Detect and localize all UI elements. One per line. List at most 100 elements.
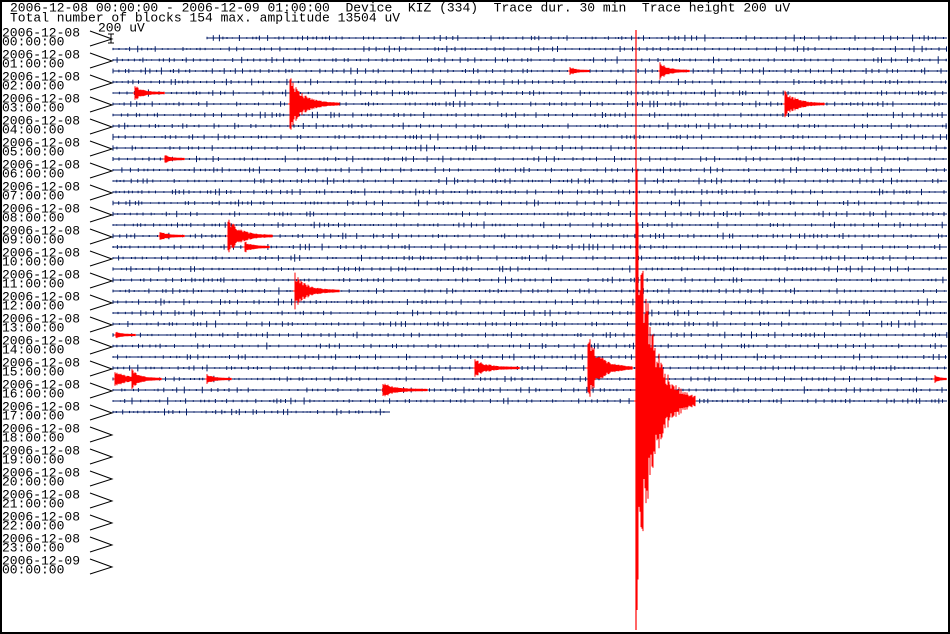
trace	[112, 320, 947, 328]
trace	[206, 34, 947, 42]
time-label-date: 2006-12-08	[2, 157, 80, 172]
event-peak	[635, 30, 638, 630]
event	[586, 339, 633, 397]
header-line: 2006-12-08 00:00:00 - 2006-12-09 01:00:0…	[10, 0, 790, 15]
scale-label: 200 uV	[98, 20, 145, 35]
time-pointer	[89, 338, 114, 355]
event	[130, 369, 162, 389]
trace	[112, 45, 947, 53]
time-label-time: 12:00:00	[2, 298, 64, 313]
time-label-time: 23:00:00	[2, 540, 64, 555]
time-label-date: 2006-12-08	[2, 509, 80, 524]
time-label-time: 17:00:00	[2, 408, 64, 423]
time-label-date: 2006-12-08	[2, 465, 80, 480]
event	[473, 359, 520, 377]
time-label-time: 13:00:00	[2, 320, 64, 335]
event	[568, 67, 590, 75]
time-pointer	[89, 162, 114, 179]
event	[205, 374, 232, 384]
time-label-date: 2006-12-08	[2, 421, 80, 436]
time-label-date: 2006-12-08	[2, 47, 80, 62]
time-pointer	[89, 206, 114, 223]
time-pointer	[89, 294, 114, 311]
time-label-time: 02:00:00	[2, 78, 64, 93]
event	[163, 155, 185, 163]
time-label-time: 00:00:00	[2, 34, 64, 49]
time-label-date: 2006-12-08	[2, 69, 80, 84]
time-label-date: 2006-12-08	[2, 377, 80, 392]
trace	[112, 408, 390, 416]
time-label-date: 2006-12-08	[2, 531, 80, 546]
time-pointer	[89, 404, 114, 421]
time-label-time: 01:00:00	[2, 56, 64, 71]
time-label-time: 06:00:00	[2, 166, 64, 181]
time-label-time: 10:00:00	[2, 254, 64, 269]
time-label-time: 04:00:00	[2, 122, 64, 137]
time-label-time: 14:00:00	[2, 342, 64, 357]
time-label-date: 2006-12-08	[2, 135, 80, 150]
event	[381, 383, 428, 397]
time-label-time: 18:00:00	[2, 430, 64, 445]
trace	[112, 331, 948, 339]
time-label-date: 2006-12-08	[2, 333, 80, 348]
time-label-time: 00:00:00	[2, 562, 64, 577]
trace	[112, 309, 947, 317]
event	[226, 219, 273, 253]
time-pointer	[89, 382, 114, 399]
time-label-date: 2006-12-08	[2, 443, 80, 458]
trace	[112, 144, 947, 152]
time-pointer	[89, 360, 114, 377]
time-pointer	[89, 228, 114, 245]
trace	[112, 199, 947, 207]
time-label-date: 2006-12-08	[2, 25, 80, 40]
time-pointer	[89, 426, 114, 443]
time-pointer	[89, 74, 114, 91]
time-label-time: 03:00:00	[2, 100, 64, 115]
time-label-date: 2006-12-08	[2, 245, 80, 260]
trace	[112, 342, 947, 350]
trace	[112, 56, 947, 64]
time-label-time: 19:00:00	[2, 452, 64, 467]
time-label-date: 2006-12-08	[2, 487, 80, 502]
time-pointer	[89, 272, 114, 289]
time-label-time: 16:00:00	[2, 386, 64, 401]
time-pointer	[89, 558, 114, 575]
time-labels: 2006-12-0800:00:002006-12-0801:00:002006…	[2, 25, 114, 577]
header-line: Total number of blocks 154 max. amplitud…	[10, 10, 400, 25]
time-pointer	[89, 316, 114, 333]
time-label-time: 15:00:00	[2, 364, 64, 379]
trace	[112, 188, 947, 196]
time-pointer	[89, 96, 114, 113]
time-label-time: 11:00:00	[2, 276, 64, 291]
event	[158, 232, 185, 240]
time-label-date: 2006-12-08	[2, 201, 80, 216]
event	[133, 86, 165, 100]
time-pointer	[89, 470, 114, 487]
trace	[112, 265, 947, 273]
time-label-date: 2006-12-08	[2, 91, 80, 106]
trace	[112, 243, 947, 251]
event	[658, 62, 690, 80]
time-label-date: 2006-12-08	[2, 289, 80, 304]
trace	[112, 133, 948, 141]
event	[243, 241, 270, 253]
time-pointer	[89, 184, 114, 201]
trace	[112, 254, 947, 262]
time-label-date: 2006-12-08	[2, 267, 80, 282]
time-label-date: 2006-12-09	[2, 553, 80, 568]
event	[783, 90, 825, 118]
time-pointer	[89, 492, 114, 509]
time-pointer	[89, 536, 114, 553]
trace	[112, 353, 947, 361]
time-label-date: 2006-12-08	[2, 355, 80, 370]
event	[933, 375, 947, 383]
time-label-date: 2006-12-08	[2, 311, 80, 326]
event	[288, 78, 340, 130]
trace	[112, 287, 947, 295]
time-label-time: 21:00:00	[2, 496, 64, 511]
event	[293, 272, 340, 310]
time-label-time: 07:00:00	[2, 188, 64, 203]
event	[114, 331, 136, 339]
time-label-time: 09:00:00	[2, 232, 64, 247]
